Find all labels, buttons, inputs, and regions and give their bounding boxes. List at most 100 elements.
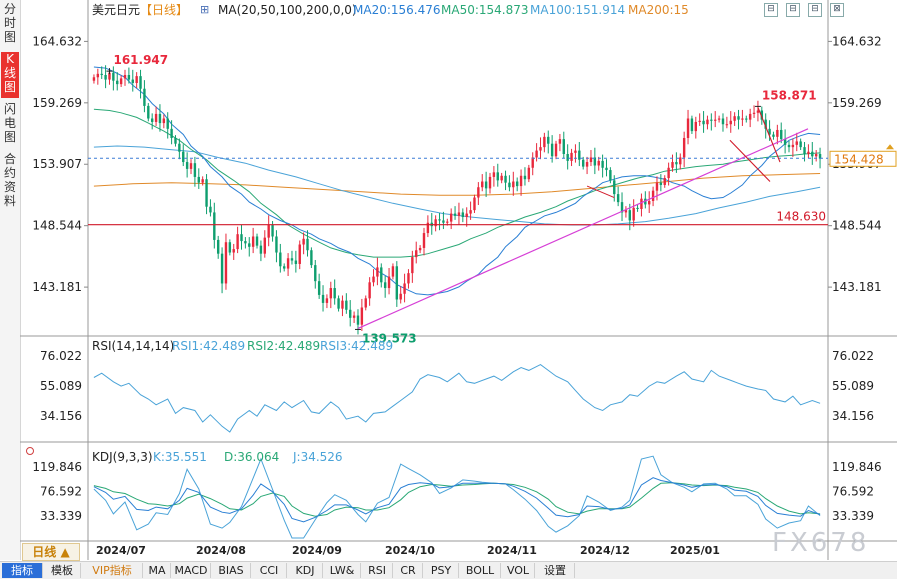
view-tab-bar: 分时图 K线图 闪电图 合约资料 (0, 0, 21, 560)
candle-body (380, 267, 383, 283)
rsi-tick-label-right: 76.022 (832, 349, 874, 363)
indicator-tab-1[interactable]: 模板 (44, 563, 81, 578)
rsi-tick-label-right: 55.089 (832, 379, 874, 393)
tab-kline[interactable]: K线图 (1, 52, 19, 98)
candle-body (267, 225, 270, 238)
candle-body (539, 147, 542, 151)
indicator-tab-7[interactable]: KDJ (288, 563, 323, 578)
candle-body (597, 160, 600, 166)
indicator-tab-3[interactable]: MA (144, 563, 171, 578)
candle-body (733, 116, 736, 121)
restore-panel-icon[interactable]: ⊟ (786, 3, 800, 17)
candle-body (298, 244, 301, 264)
current-price-box (829, 150, 897, 167)
indicator-tab-12[interactable]: BOLL (460, 563, 501, 578)
candle-body (283, 266, 286, 269)
candle-body (345, 300, 348, 310)
kdj-value-2: D:36.064 (224, 450, 279, 464)
candle-body (605, 167, 608, 171)
candle-body (314, 265, 317, 282)
candle-body (628, 210, 631, 221)
kdj-tick-label-right: 33.339 (832, 509, 874, 523)
candle-body (752, 112, 756, 114)
candle-body (725, 124, 729, 126)
candle-body (434, 219, 437, 227)
candle-body (795, 141, 798, 145)
channel-lower-line (729, 139, 771, 182)
candle-body (360, 307, 364, 325)
candle-body (112, 72, 115, 81)
candle-body (469, 210, 472, 214)
indicator-tab-11[interactable]: PSY (424, 563, 459, 578)
indicator-tab-6[interactable]: CCI (252, 563, 287, 578)
rsi-tick-label-left: 76.022 (40, 349, 82, 363)
candle-body (547, 136, 550, 144)
price-tick-label-right: 159.269 (832, 96, 882, 110)
settings-icon[interactable]: ⊞ (200, 3, 210, 16)
candle-body (411, 257, 414, 274)
candle-body (710, 119, 713, 121)
indicator-tab-bar: 指标 模板 VIP指标 MA MACD BIAS CCI KDJ LW& RSI CR PSY BOLL… (0, 561, 897, 579)
candle-body (279, 252, 282, 267)
candle-body (558, 139, 562, 144)
tab-flash-chart[interactable]: 闪电图 (3, 102, 16, 144)
candle-body (729, 120, 732, 125)
candle-body (213, 212, 216, 240)
tab-timeshare[interactable]: 分时图 (3, 2, 16, 44)
candle-body (325, 298, 329, 303)
candle-body (387, 276, 391, 289)
candle-body (655, 182, 659, 191)
candle-body (667, 167, 670, 179)
period-selector-button[interactable]: 日线 ▲ (22, 543, 80, 561)
candle-body (216, 239, 220, 254)
price-tick-label-right: 164.632 (832, 34, 882, 48)
candle-body (446, 221, 449, 223)
close-panel-icon[interactable]: ⊠ (830, 3, 844, 17)
candle-body (275, 236, 278, 253)
candle-body (189, 163, 193, 169)
tab-contract-info[interactable]: 合约资料 (3, 152, 16, 208)
candle-body (116, 80, 119, 85)
price-tick-label-left: 143.181 (32, 280, 82, 294)
indicator-tab-2[interactable]: VIP指标 (82, 563, 143, 578)
kdj-tick-label-left: 33.339 (40, 509, 82, 523)
period-tag: 【日线】 (140, 3, 189, 17)
candle-body (799, 141, 802, 148)
kdj-value-1: K:35.551 (153, 450, 207, 464)
candle-body (415, 250, 418, 258)
candle-body (818, 154, 822, 159)
watermark-logo: FX678 (772, 528, 870, 558)
candle-body (248, 243, 251, 247)
candle-body (772, 134, 775, 137)
indicator-tab-8[interactable]: LW& (324, 563, 361, 578)
indicator-tab-10[interactable]: CR (394, 563, 423, 578)
candle-body (756, 110, 760, 113)
indicator-tab-13[interactable]: VOL (502, 563, 535, 578)
swing-high-label: 161.947 (113, 53, 168, 67)
candle-body (259, 245, 263, 254)
indicator-tab-0[interactable]: 指标 (2, 563, 43, 578)
indicator-tab-4[interactable]: MACD (172, 563, 211, 578)
small-wedge-line (586, 185, 615, 199)
ma50-value: MA50:154.873 (441, 3, 529, 17)
candle-body (737, 116, 740, 120)
ma20-value: MA20:156.476 (353, 3, 441, 17)
indicator-tab-5[interactable]: BIAS (212, 563, 251, 578)
candle-body (240, 234, 243, 242)
candle-body (244, 241, 247, 244)
candle-body (178, 143, 181, 152)
candle-body (613, 180, 616, 195)
candle-body (651, 190, 655, 201)
indicator-tab-9[interactable]: RSI (362, 563, 393, 578)
current-price-label: 154.428 (834, 152, 884, 166)
minimize-panel-icon[interactable]: ⊟ (764, 3, 778, 17)
candle-body (768, 128, 771, 135)
candle-body (341, 300, 344, 309)
candle-body (535, 150, 538, 158)
maximize-panel-icon[interactable]: ⊟ (808, 3, 822, 17)
date-label: 2024/07 (96, 544, 146, 557)
kdj-tick-label-left: 119.846 (32, 460, 82, 474)
candle-body (519, 175, 523, 187)
indicator-tab-14[interactable]: 设置 (536, 563, 575, 578)
